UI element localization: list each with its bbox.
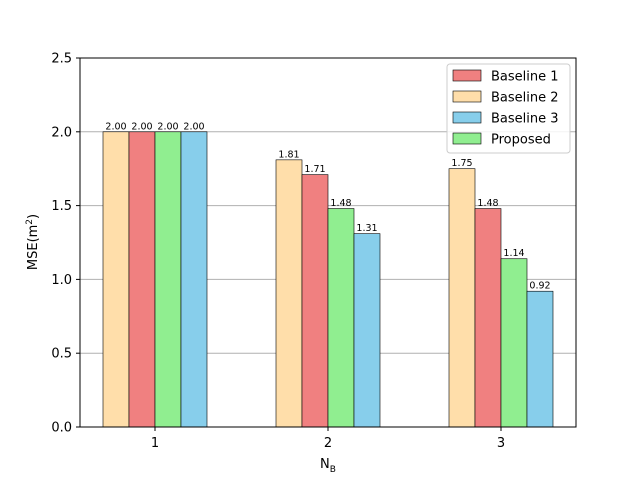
bar-value-label: 1.75 (451, 158, 472, 169)
bar-value-label: 2.00 (105, 121, 126, 132)
legend-label: Baseline 3 (491, 112, 559, 127)
bar-value-label: 1.48 (477, 198, 498, 209)
y-tick-label: 2.5 (51, 52, 72, 67)
legend-label: Baseline 1 (491, 70, 559, 85)
y-tick-label: 1.0 (51, 273, 72, 288)
y-tick-label: 1.5 (51, 199, 72, 214)
bar (474, 208, 502, 428)
bar-value-label: 0.92 (529, 281, 550, 292)
bar-value-label: 1.71 (304, 164, 325, 175)
legend-frame (446, 63, 571, 154)
legend: Baseline 1 Baseline 2 Baseline 3 Proposed (446, 63, 571, 154)
legend-swatch (452, 90, 482, 103)
bars (102, 131, 554, 428)
legend-swatch (452, 132, 482, 145)
bar (301, 174, 329, 428)
data-labels: 2.00 2.00 2.00 2.00 1.81 1.71 1.48 1.31 1.75 1.48… (105, 121, 550, 291)
x-axis-label-sub: B (330, 465, 336, 475)
bar-value-label: 1.81 (278, 149, 299, 160)
y-axis-label-sup: 2 (25, 219, 35, 225)
bar-value-label: 1.48 (330, 198, 351, 209)
bar-value-label: 1.31 (356, 223, 377, 234)
bar (154, 131, 182, 428)
bar-value-label: 2.00 (183, 121, 204, 132)
bar (353, 233, 381, 428)
bar-value-label: 2.00 (131, 121, 152, 132)
bar (102, 131, 130, 428)
legend-swatch (452, 111, 482, 124)
y-tick-label: 2.0 (51, 125, 72, 140)
bar (500, 258, 528, 428)
bar (180, 131, 208, 428)
y-tick-label: 0.5 (51, 347, 72, 362)
bar (448, 168, 476, 428)
bar (327, 208, 355, 428)
bar (275, 159, 303, 428)
bar (526, 290, 554, 428)
y-axis-label: MSE(m2) (25, 214, 41, 270)
legend-label: Proposed (491, 133, 551, 148)
bar (128, 131, 156, 428)
x-axis-ticks: 1 2 3 (151, 427, 505, 451)
x-tick-label: 1 (151, 436, 159, 451)
x-tick-label: 2 (324, 436, 332, 451)
y-tick-label: 0.0 (51, 421, 72, 436)
x-tick-label: 3 (497, 436, 505, 451)
legend-swatch (452, 69, 482, 82)
y-axis-ticks: 0.0 0.5 1.0 1.5 2.0 2.5 (51, 52, 80, 436)
x-axis-label: NB (320, 457, 336, 475)
bar-value-label: 2.00 (157, 121, 178, 132)
legend-label: Baseline 2 (491, 91, 559, 106)
bar-value-label: 1.14 (503, 248, 524, 259)
